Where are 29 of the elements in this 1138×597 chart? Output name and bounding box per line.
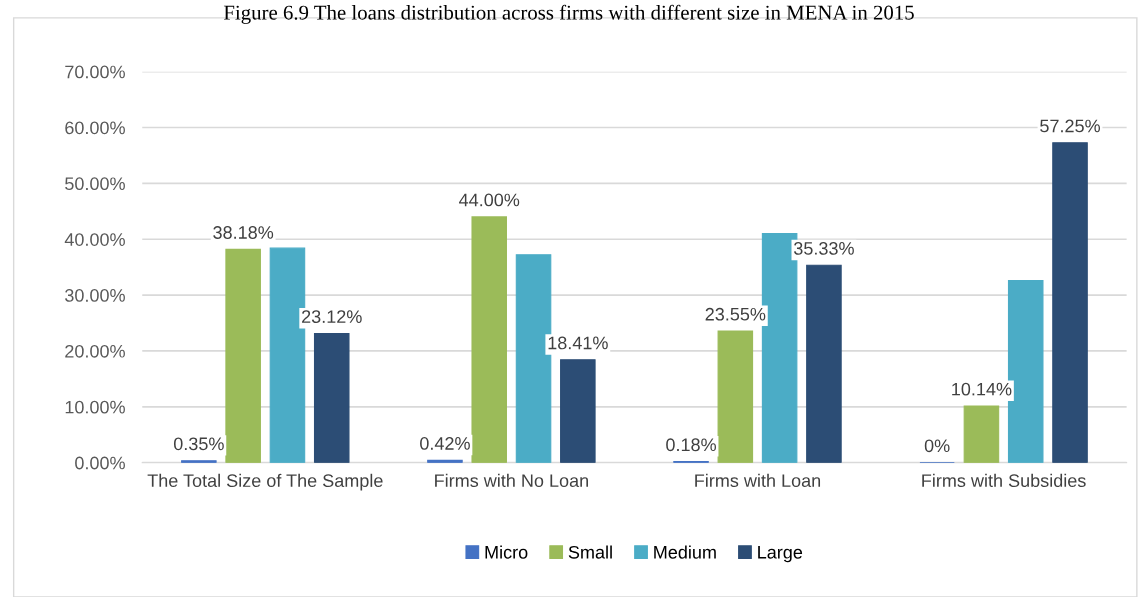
y-tick-label: 50.00% [65,177,125,191]
y-tick-label: 10.00% [65,400,125,414]
chart-title: Figure 6.9 The loans distribution across firms with different size in MENA in 2015 [223,4,914,24]
x-tick-label: Firms with No Loan [435,473,588,488]
legend-label: Micro [485,545,528,559]
legend-label: Medium [654,545,716,559]
x-tick-label: Firms with Loan [695,473,821,488]
legend-label: Large [758,546,803,563]
data-label: 23.12% [302,310,362,324]
data-label: 35.33% [794,242,854,255]
y-tick-label: 20.00% [65,344,125,358]
data-label: 44.00% [459,193,520,207]
data-label: 38.18% [213,226,274,239]
y-tick-label: 30.00% [65,289,125,302]
y-tick-label: 70.00% [65,65,125,79]
y-tick-label: 0.00% [75,456,125,470]
data-label: 10.14% [952,382,1012,396]
data-label: 0% [924,439,950,453]
x-tick-label: The Total Size of The Sample [147,473,383,491]
y-tick-label: 60.00% [65,121,125,135]
data-label: 57.25% [1040,119,1100,133]
data-label: 0.42% [420,437,470,450]
y-tick-label: 40.00% [64,233,125,246]
x-tick-label: Firms with Subsidies [922,473,1086,488]
data-label: 0.18% [666,438,716,452]
legend-label: Small [568,545,612,559]
data-label: 23.55% [705,307,766,321]
data-label: 0.35% [173,437,224,451]
data-label: 18.41% [548,336,608,350]
